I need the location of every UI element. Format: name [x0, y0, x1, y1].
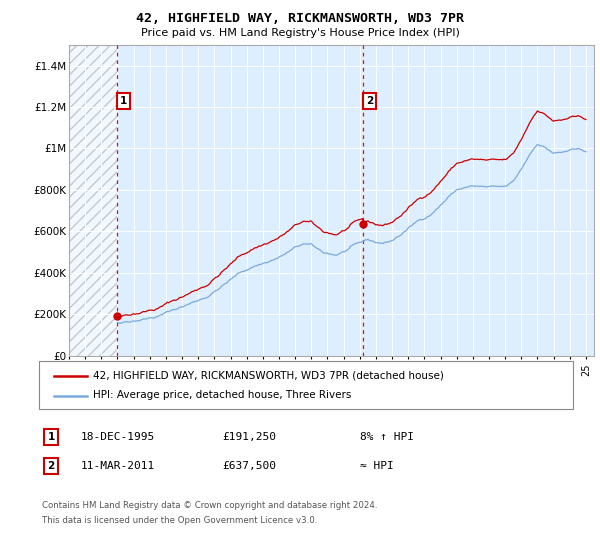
Text: HPI: Average price, detached house, Three Rivers: HPI: Average price, detached house, Thre… [93, 390, 352, 400]
Text: ≈ HPI: ≈ HPI [360, 461, 394, 471]
Text: 18-DEC-1995: 18-DEC-1995 [81, 432, 155, 442]
Text: Price paid vs. HM Land Registry's House Price Index (HPI): Price paid vs. HM Land Registry's House … [140, 28, 460, 38]
Text: 11-MAR-2011: 11-MAR-2011 [81, 461, 155, 471]
Text: 42, HIGHFIELD WAY, RICKMANSWORTH, WD3 7PR: 42, HIGHFIELD WAY, RICKMANSWORTH, WD3 7P… [136, 12, 464, 25]
Text: 2: 2 [47, 461, 55, 471]
Text: Contains HM Land Registry data © Crown copyright and database right 2024.: Contains HM Land Registry data © Crown c… [42, 501, 377, 510]
Text: 1: 1 [47, 432, 55, 442]
Text: 2: 2 [366, 96, 373, 106]
Text: 1: 1 [120, 96, 127, 106]
Text: £191,250: £191,250 [222, 432, 276, 442]
Text: £637,500: £637,500 [222, 461, 276, 471]
Text: 42, HIGHFIELD WAY, RICKMANSWORTH, WD3 7PR (detached house): 42, HIGHFIELD WAY, RICKMANSWORTH, WD3 7P… [93, 371, 444, 381]
Text: This data is licensed under the Open Government Licence v3.0.: This data is licensed under the Open Gov… [42, 516, 317, 525]
Text: 8% ↑ HPI: 8% ↑ HPI [360, 432, 414, 442]
